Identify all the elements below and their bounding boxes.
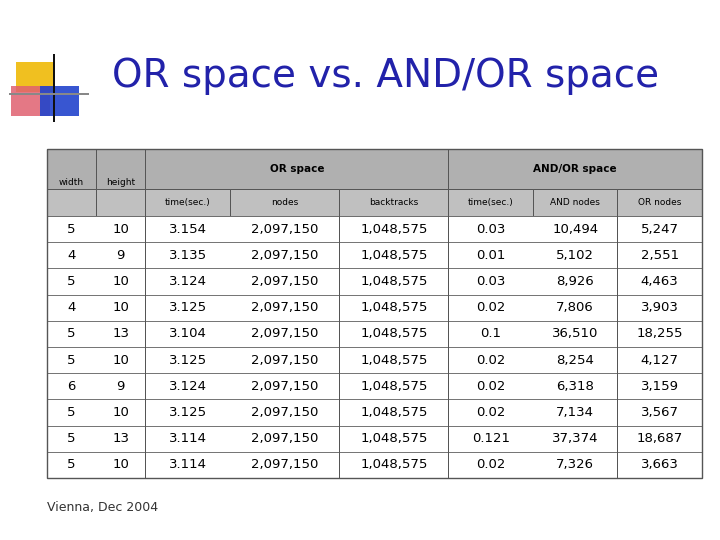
Text: 10,494: 10,494 (552, 222, 598, 235)
Text: 0.02: 0.02 (476, 406, 505, 419)
Text: 3,903: 3,903 (641, 301, 679, 314)
Text: 8,254: 8,254 (557, 354, 594, 367)
Text: 3.124: 3.124 (168, 380, 207, 393)
Text: 2,097,150: 2,097,150 (251, 249, 318, 262)
Text: 1,048,575: 1,048,575 (360, 275, 428, 288)
Text: 1,048,575: 1,048,575 (360, 249, 428, 262)
Text: 37,374: 37,374 (552, 432, 598, 445)
Text: 2,097,150: 2,097,150 (251, 275, 318, 288)
Text: nodes: nodes (271, 198, 298, 207)
Text: 0.02: 0.02 (476, 458, 505, 471)
Text: height: height (107, 178, 135, 187)
Text: 10: 10 (112, 275, 129, 288)
Text: 4: 4 (67, 301, 76, 314)
Text: time(sec.): time(sec.) (165, 198, 210, 207)
Text: 5: 5 (67, 222, 76, 235)
Text: 3.125: 3.125 (168, 354, 207, 367)
Text: 2,097,150: 2,097,150 (251, 432, 318, 445)
Text: 7,326: 7,326 (556, 458, 594, 471)
Text: 3,567: 3,567 (641, 406, 679, 419)
Text: 10: 10 (112, 354, 129, 367)
Text: 3.154: 3.154 (168, 222, 207, 235)
Text: 3.125: 3.125 (168, 406, 207, 419)
Text: 5,247: 5,247 (641, 222, 679, 235)
Text: 2,097,150: 2,097,150 (251, 380, 318, 393)
Text: 6,318: 6,318 (557, 380, 594, 393)
Text: 3.104: 3.104 (168, 327, 207, 340)
Text: 10: 10 (112, 406, 129, 419)
Text: 0.03: 0.03 (476, 275, 505, 288)
Text: width: width (59, 178, 84, 187)
Text: 10: 10 (112, 222, 129, 235)
Text: 5: 5 (67, 406, 76, 419)
Text: 5: 5 (67, 354, 76, 367)
Text: 10: 10 (112, 301, 129, 314)
Text: 2,097,150: 2,097,150 (251, 327, 318, 340)
Text: 4,463: 4,463 (641, 275, 679, 288)
Text: 0.02: 0.02 (476, 380, 505, 393)
Text: backtracks: backtracks (369, 198, 418, 207)
Text: 2,097,150: 2,097,150 (251, 354, 318, 367)
Text: 3.125: 3.125 (168, 301, 207, 314)
Text: 3.114: 3.114 (168, 432, 207, 445)
Text: 0.01: 0.01 (476, 249, 505, 262)
Text: 0.1: 0.1 (480, 327, 501, 340)
Text: 3,159: 3,159 (641, 380, 679, 393)
Text: 0.02: 0.02 (476, 354, 505, 367)
Text: 1,048,575: 1,048,575 (360, 327, 428, 340)
Text: 3.124: 3.124 (168, 275, 207, 288)
Text: 6: 6 (67, 380, 76, 393)
Text: 5: 5 (67, 458, 76, 471)
Text: 1,048,575: 1,048,575 (360, 458, 428, 471)
Text: AND/OR space: AND/OR space (534, 164, 617, 174)
Text: 1,048,575: 1,048,575 (360, 354, 428, 367)
Text: 5,102: 5,102 (556, 249, 594, 262)
Text: 4: 4 (67, 249, 76, 262)
Text: 5: 5 (67, 432, 76, 445)
Text: 7,806: 7,806 (557, 301, 594, 314)
Text: 2,097,150: 2,097,150 (251, 406, 318, 419)
Text: 7,134: 7,134 (556, 406, 594, 419)
Text: 3.135: 3.135 (168, 249, 207, 262)
Text: AND nodes: AND nodes (550, 198, 600, 207)
Text: 0.121: 0.121 (472, 432, 510, 445)
Text: OR space: OR space (270, 164, 324, 174)
Text: 2,097,150: 2,097,150 (251, 458, 318, 471)
Text: 0.02: 0.02 (476, 301, 505, 314)
Text: time(sec.): time(sec.) (468, 198, 513, 207)
Text: 2,551: 2,551 (641, 249, 679, 262)
Text: 36,510: 36,510 (552, 327, 598, 340)
Text: 1,048,575: 1,048,575 (360, 222, 428, 235)
Text: 5: 5 (67, 327, 76, 340)
Text: 3,663: 3,663 (641, 458, 679, 471)
Text: OR nodes: OR nodes (638, 198, 681, 207)
Text: 1,048,575: 1,048,575 (360, 406, 428, 419)
Text: OR space vs. AND/OR space: OR space vs. AND/OR space (112, 57, 659, 94)
Text: 18,255: 18,255 (636, 327, 683, 340)
Text: 10: 10 (112, 458, 129, 471)
Text: 13: 13 (112, 327, 130, 340)
Text: 2,097,150: 2,097,150 (251, 301, 318, 314)
Text: 13: 13 (112, 432, 130, 445)
Text: 4,127: 4,127 (641, 354, 679, 367)
Text: 0.03: 0.03 (476, 222, 505, 235)
Text: 1,048,575: 1,048,575 (360, 432, 428, 445)
Text: 1,048,575: 1,048,575 (360, 380, 428, 393)
Text: 5: 5 (67, 275, 76, 288)
Text: Vienna, Dec 2004: Vienna, Dec 2004 (47, 501, 158, 514)
Text: 1,048,575: 1,048,575 (360, 301, 428, 314)
Text: 18,687: 18,687 (636, 432, 683, 445)
Text: 2,097,150: 2,097,150 (251, 222, 318, 235)
Text: 9: 9 (117, 380, 125, 393)
Text: 3.114: 3.114 (168, 458, 207, 471)
Text: 8,926: 8,926 (557, 275, 594, 288)
Text: 9: 9 (117, 249, 125, 262)
